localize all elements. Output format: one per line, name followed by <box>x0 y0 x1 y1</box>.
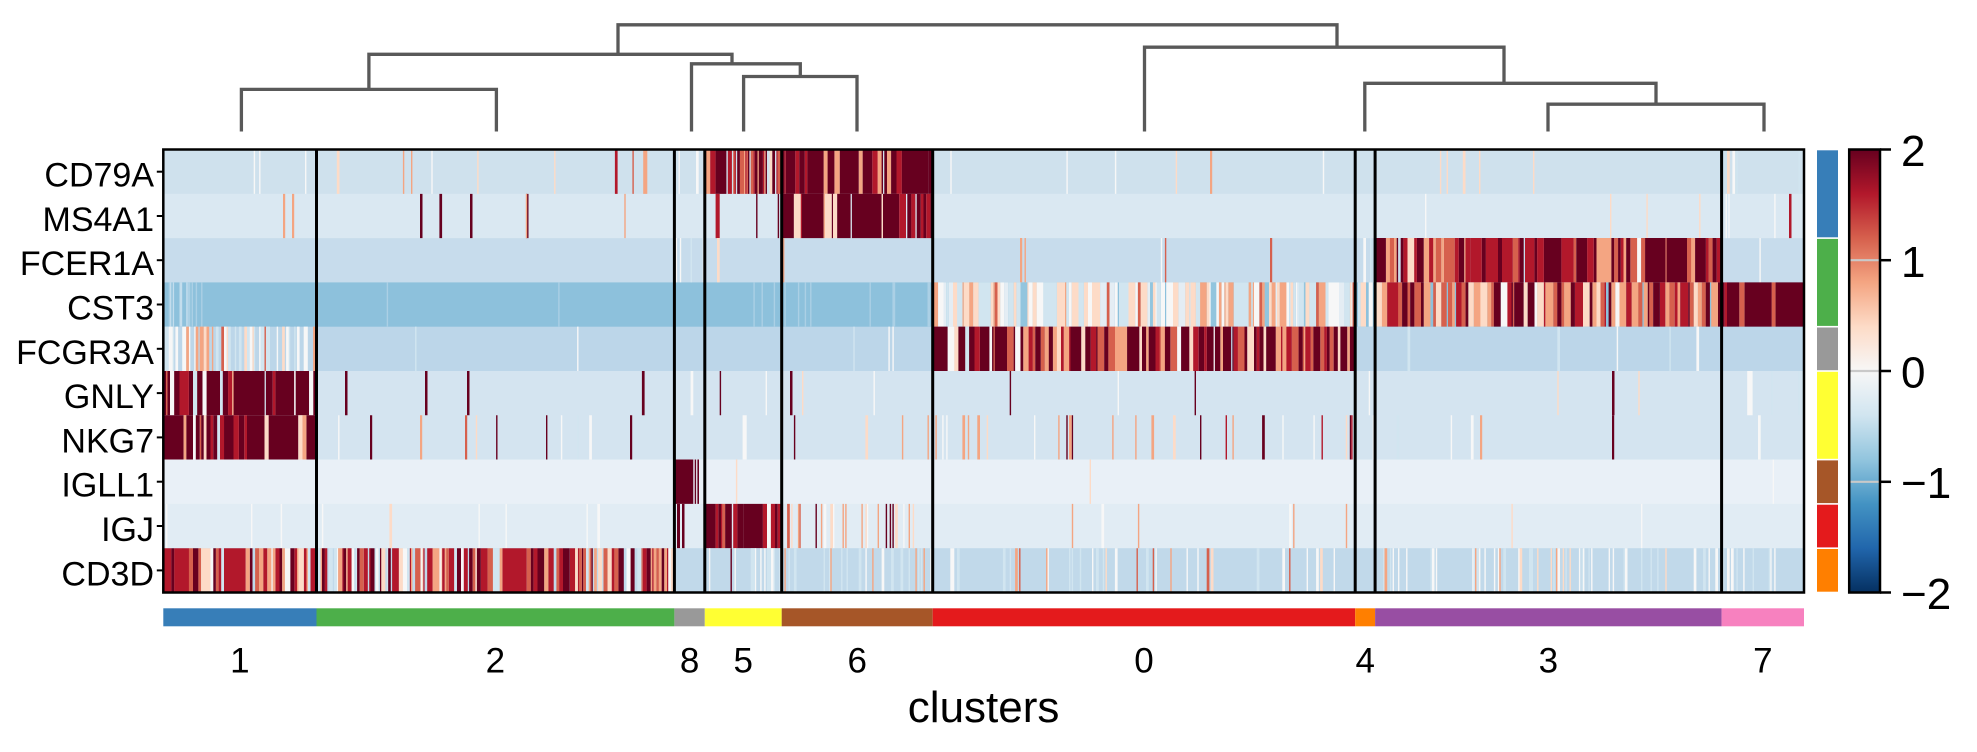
svg-text:FCGR3A: FCGR3A <box>16 334 154 372</box>
svg-text:−1: −1 <box>1901 459 1951 508</box>
svg-text:CD3D: CD3D <box>61 555 154 593</box>
svg-text:CST3: CST3 <box>67 290 154 328</box>
svg-text:5: 5 <box>733 642 752 681</box>
svg-text:IGJ: IGJ <box>101 511 154 549</box>
svg-text:IGLL1: IGLL1 <box>61 467 154 505</box>
svg-text:−2: −2 <box>1901 570 1951 619</box>
svg-text:FCER1A: FCER1A <box>20 245 154 283</box>
svg-text:MS4A1: MS4A1 <box>43 201 155 239</box>
svg-text:GNLY: GNLY <box>64 378 154 416</box>
svg-text:1: 1 <box>1901 238 1925 287</box>
svg-text:8: 8 <box>680 642 699 681</box>
svg-text:CD79A: CD79A <box>44 157 154 195</box>
svg-text:1: 1 <box>230 642 249 681</box>
svg-text:0: 0 <box>1134 642 1153 681</box>
svg-text:6: 6 <box>847 642 866 681</box>
svg-text:0: 0 <box>1901 349 1925 398</box>
svg-text:NKG7: NKG7 <box>61 422 154 460</box>
svg-text:2: 2 <box>1901 127 1925 176</box>
svg-text:2: 2 <box>486 642 505 681</box>
svg-text:4: 4 <box>1355 642 1374 681</box>
svg-text:3: 3 <box>1539 642 1558 681</box>
svg-text:7: 7 <box>1753 642 1772 681</box>
svg-text:clusters: clusters <box>908 683 1060 732</box>
